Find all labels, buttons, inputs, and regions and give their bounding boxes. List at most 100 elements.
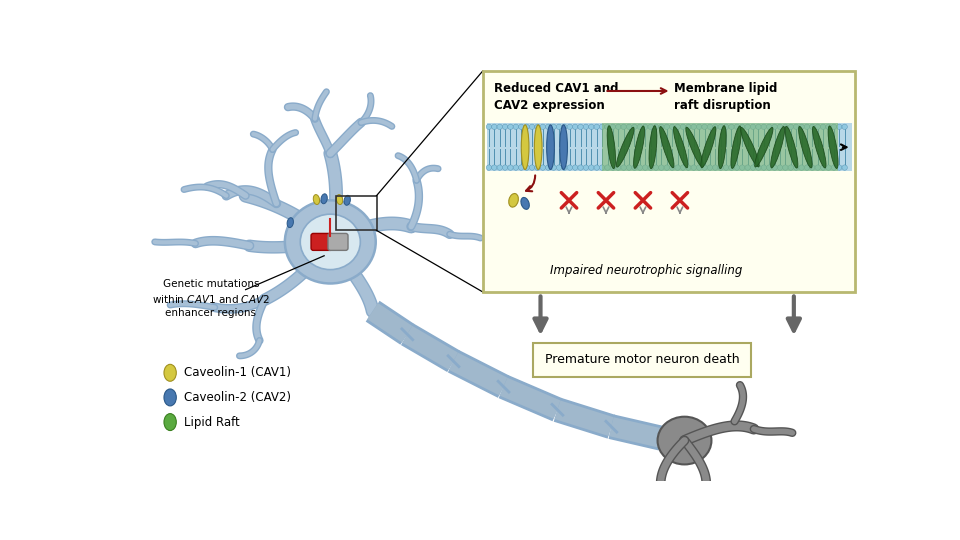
Circle shape: [621, 165, 626, 170]
Circle shape: [788, 124, 794, 130]
Circle shape: [804, 124, 809, 130]
Ellipse shape: [164, 364, 177, 381]
Text: Caveolin-2 (CAV2): Caveolin-2 (CAV2): [184, 391, 291, 404]
Circle shape: [675, 124, 681, 130]
Circle shape: [788, 165, 794, 170]
Text: Genetic mutations
within $\it{CAV1}$ and $\it{CAV2}$
enhancer regions: Genetic mutations within $\it{CAV1}$ and…: [152, 279, 270, 318]
Ellipse shape: [674, 126, 687, 168]
Circle shape: [562, 165, 567, 170]
Circle shape: [691, 124, 696, 130]
Ellipse shape: [755, 127, 773, 167]
Ellipse shape: [733, 525, 740, 529]
Circle shape: [578, 124, 584, 130]
Circle shape: [615, 165, 621, 170]
Ellipse shape: [287, 218, 294, 227]
Ellipse shape: [663, 523, 675, 528]
Ellipse shape: [691, 539, 701, 540]
Circle shape: [809, 165, 815, 170]
Circle shape: [794, 165, 799, 170]
Circle shape: [696, 165, 702, 170]
Bar: [487, 123, 852, 171]
Circle shape: [572, 165, 578, 170]
Circle shape: [508, 165, 514, 170]
Ellipse shape: [164, 389, 177, 406]
Circle shape: [556, 165, 562, 170]
Ellipse shape: [740, 127, 759, 167]
Circle shape: [599, 165, 605, 170]
Bar: [483, 71, 855, 292]
Circle shape: [702, 124, 708, 130]
Circle shape: [599, 124, 605, 130]
Circle shape: [681, 165, 685, 170]
Circle shape: [497, 124, 502, 130]
Circle shape: [578, 165, 584, 170]
Circle shape: [756, 124, 761, 130]
Circle shape: [836, 124, 842, 130]
Circle shape: [739, 165, 745, 170]
Ellipse shape: [812, 126, 826, 168]
Circle shape: [815, 165, 821, 170]
Ellipse shape: [535, 125, 542, 170]
Ellipse shape: [799, 126, 812, 168]
Circle shape: [778, 124, 782, 130]
Circle shape: [486, 124, 492, 130]
Circle shape: [724, 165, 729, 170]
Circle shape: [514, 165, 518, 170]
Text: Membrane lipid
raft disruption: Membrane lipid raft disruption: [674, 82, 777, 112]
Circle shape: [739, 124, 745, 130]
Circle shape: [611, 165, 615, 170]
Circle shape: [669, 124, 675, 130]
Ellipse shape: [300, 214, 360, 269]
Circle shape: [772, 165, 778, 170]
Circle shape: [836, 165, 842, 170]
Circle shape: [632, 124, 637, 130]
Circle shape: [492, 165, 497, 170]
Bar: [602, 123, 838, 171]
Circle shape: [637, 165, 642, 170]
Circle shape: [766, 124, 772, 130]
Ellipse shape: [785, 126, 798, 168]
Circle shape: [831, 165, 836, 170]
Circle shape: [659, 165, 664, 170]
Ellipse shape: [771, 126, 784, 168]
Ellipse shape: [285, 200, 375, 284]
Circle shape: [724, 124, 729, 130]
Circle shape: [729, 124, 734, 130]
Circle shape: [529, 124, 535, 130]
Circle shape: [535, 165, 540, 170]
Ellipse shape: [718, 126, 726, 168]
Circle shape: [654, 165, 659, 170]
FancyBboxPatch shape: [311, 233, 332, 251]
Circle shape: [712, 124, 718, 130]
Circle shape: [729, 165, 734, 170]
Ellipse shape: [344, 195, 350, 205]
Circle shape: [518, 165, 524, 170]
Circle shape: [611, 124, 615, 130]
Circle shape: [696, 124, 702, 130]
Text: Premature motor neuron death: Premature motor neuron death: [545, 353, 739, 366]
Circle shape: [778, 165, 782, 170]
Ellipse shape: [521, 125, 529, 170]
Circle shape: [675, 165, 681, 170]
Circle shape: [492, 124, 497, 130]
Circle shape: [809, 124, 815, 130]
Circle shape: [524, 165, 529, 170]
Circle shape: [584, 165, 588, 170]
Circle shape: [605, 165, 611, 170]
Ellipse shape: [660, 126, 674, 168]
FancyBboxPatch shape: [533, 343, 752, 377]
Ellipse shape: [710, 522, 721, 526]
Circle shape: [529, 165, 535, 170]
Circle shape: [681, 124, 685, 130]
Circle shape: [702, 165, 708, 170]
Circle shape: [502, 124, 508, 130]
Circle shape: [524, 124, 529, 130]
Ellipse shape: [509, 193, 518, 207]
Circle shape: [794, 124, 799, 130]
Circle shape: [545, 165, 551, 170]
Ellipse shape: [560, 125, 567, 170]
Circle shape: [540, 165, 545, 170]
Circle shape: [691, 165, 696, 170]
Circle shape: [540, 124, 545, 130]
Ellipse shape: [336, 194, 343, 205]
